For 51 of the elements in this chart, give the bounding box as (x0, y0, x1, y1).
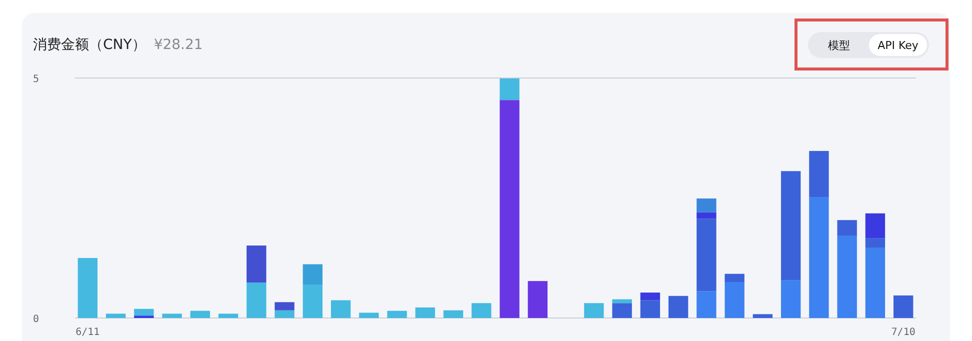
bar (837, 220, 857, 236)
bar (78, 258, 98, 318)
bar (500, 78, 520, 100)
bar (724, 282, 744, 318)
bar (246, 282, 266, 318)
bar (752, 314, 773, 318)
bar (640, 300, 660, 318)
bar (809, 197, 829, 318)
bar (218, 314, 238, 318)
toggle-switch: 模型 API Key (808, 32, 929, 58)
bar (302, 264, 323, 285)
bar (780, 171, 801, 280)
bar (865, 213, 886, 238)
bar (359, 312, 379, 318)
bar (640, 292, 660, 300)
bar (302, 284, 323, 318)
bar (274, 302, 294, 310)
bar (865, 248, 886, 318)
bar (809, 150, 829, 198)
bar (246, 246, 266, 282)
bar (696, 198, 716, 212)
bar (837, 236, 857, 318)
bar (612, 303, 632, 318)
bar (443, 310, 464, 318)
chart-title: 消费金额（CNY） (33, 37, 146, 53)
bar (780, 280, 801, 318)
x-tick-label: 6/11 (76, 327, 100, 338)
bar (894, 295, 914, 318)
bar (162, 314, 182, 318)
chart-subtitle: ¥28.21 (154, 37, 203, 53)
bar (865, 238, 886, 248)
bar (134, 308, 154, 316)
bar (500, 100, 520, 318)
bar (472, 303, 492, 318)
bar (584, 303, 604, 318)
y-tick-label: 0 (32, 314, 40, 325)
bar (612, 299, 632, 304)
bar (696, 212, 716, 219)
bar (415, 307, 436, 318)
bar (274, 310, 294, 318)
bar (528, 281, 548, 318)
bar (330, 300, 351, 318)
bar (724, 274, 744, 282)
y-tick-label: 5 (32, 74, 40, 85)
bar (696, 291, 716, 318)
bar (190, 310, 210, 318)
bar (668, 296, 688, 318)
bar (696, 218, 716, 292)
bar (387, 310, 407, 318)
bar (106, 314, 126, 318)
x-tick-label: 7/10 (891, 327, 916, 338)
